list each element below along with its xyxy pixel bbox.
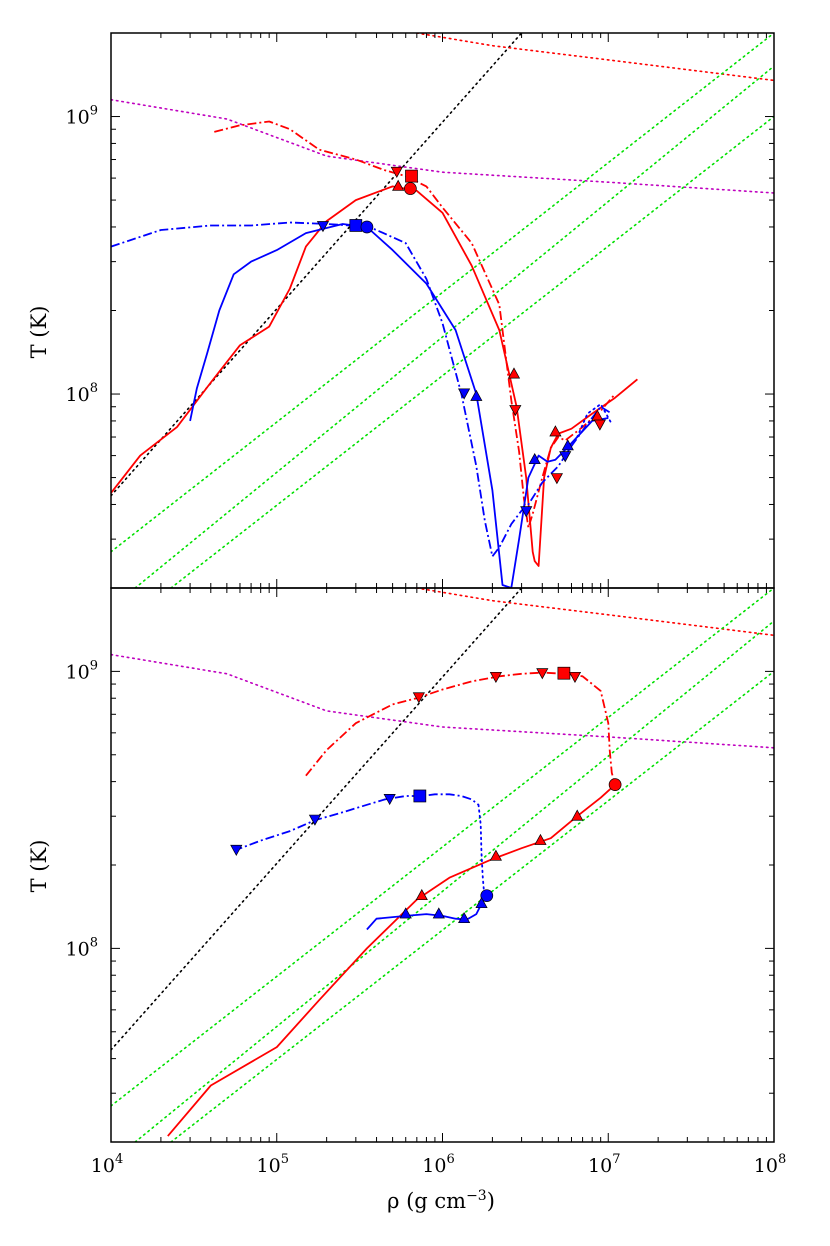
y-tick-label-exp: 9 <box>90 658 98 673</box>
marker-square-red-top <box>405 169 418 183</box>
y-tick-label-exp: 9 <box>90 104 98 119</box>
x-tick-label-base: 10 <box>588 1155 612 1177</box>
x-axis-label-close: ) <box>487 1189 495 1213</box>
reference-line-green-line-2-bottom <box>134 620 774 1142</box>
series-red-dashdot-top <box>214 120 616 529</box>
marker-triangle-up-red-top <box>549 425 562 437</box>
marker-triangle-down-blue-top <box>559 451 572 463</box>
marker-triangle-up-red-bottom <box>489 849 502 861</box>
x-tick-label-base: 10 <box>91 1155 115 1177</box>
reference-line-red-dotted-curve-top <box>416 33 774 82</box>
series-blue-dashdot-bottom <box>233 793 480 852</box>
x-axis-label-main: ρ (g cm <box>387 1189 466 1213</box>
reference-line-green-line-1-top <box>111 33 774 553</box>
marker-triangle-up-red-top <box>392 179 405 191</box>
marker-triangle-down-red-bottom <box>489 671 502 684</box>
x-axis-label: ρ (g cm−3) <box>387 1188 495 1213</box>
plot-area-top <box>111 33 774 588</box>
x-tick-label: 106 <box>422 1152 454 1177</box>
x-tick-label-exp: 5 <box>281 1152 289 1167</box>
marker-triangle-down-blue-top <box>520 506 533 518</box>
marker-triangle-down-blue-bottom <box>383 794 396 806</box>
x-tick-label-exp: 4 <box>115 1152 123 1167</box>
series-red-solid-top <box>111 185 638 567</box>
marker-triangle-up-red-bottom <box>415 888 428 901</box>
series-red-solid-bottom <box>167 784 616 1137</box>
marker-triangle-down-blue-bottom <box>308 814 322 826</box>
x-tick-label-base: 10 <box>754 1155 778 1177</box>
reference-line-degeneracy-boundary-top <box>111 33 523 497</box>
marker-triangle-down-red-bottom <box>536 668 549 680</box>
marker-triangle-up-blue-bottom <box>475 896 488 909</box>
x-tick-label-base: 10 <box>257 1155 281 1177</box>
y-tick-label-bottom: 109 <box>66 658 98 683</box>
marker-triangle-down-red-top <box>550 473 563 485</box>
y-tick-label-bottom: 108 <box>66 935 98 960</box>
marker-triangle-up-blue-top <box>528 452 541 465</box>
plot-area-bottom <box>111 588 774 1142</box>
marker-triangle-down-red-bottom <box>412 692 425 704</box>
marker-triangle-up-blue-bottom <box>432 907 445 919</box>
marker-triangle-down-red-bottom <box>568 671 582 684</box>
series-blue-dotted-bottom <box>477 803 486 901</box>
marker-triangle-down-blue-top <box>316 221 330 233</box>
x-tick-label: 108 <box>754 1152 786 1177</box>
y-tick-label-exp: 8 <box>90 935 98 950</box>
marker-triangle-down-red-top <box>390 166 403 178</box>
marker-triangle-up-blue-top <box>470 389 483 401</box>
y-axis-label-top: T (K) <box>27 306 51 359</box>
marker-circle-blue-bottom <box>480 889 494 903</box>
y-tick-label-exp: 8 <box>90 381 98 396</box>
y-tick-label-base: 10 <box>66 384 90 406</box>
marker-triangle-up-red-bottom <box>571 809 584 821</box>
marker-triangle-down-blue-top <box>458 388 471 400</box>
marker-square-blue-top <box>349 219 363 232</box>
reference-line-green-line-3-bottom <box>170 670 774 1142</box>
x-tick-label: 107 <box>588 1152 620 1177</box>
x-axis-label-exp: −3 <box>466 1188 487 1204</box>
series-red-dashdot-bottom <box>305 671 616 785</box>
reference-line-magenta-curve-top <box>111 98 774 194</box>
x-tick-label: 104 <box>91 1152 123 1177</box>
reference-line-red-dotted-curve-bottom <box>416 588 774 637</box>
reference-line-magenta-curve-bottom <box>111 653 774 749</box>
marker-triangle-down-red-top <box>593 419 606 431</box>
y-tick-label-base: 10 <box>66 107 90 129</box>
reference-line-green-line-1-bottom <box>111 588 774 1107</box>
marker-triangle-up-red-top <box>507 367 521 379</box>
y-tick-label-base: 10 <box>66 661 90 683</box>
x-tick-label-exp: 7 <box>612 1152 620 1167</box>
x-tick-label-exp: 8 <box>778 1152 786 1167</box>
y-axis-label-bottom: T (K) <box>27 840 51 893</box>
marker-circle-red-top <box>404 182 417 195</box>
marker-triangle-up-blue-top <box>561 439 574 451</box>
marker-triangle-up-blue-bottom <box>458 911 471 924</box>
reference-line-green-line-3-top <box>170 115 774 588</box>
x-tick-label-exp: 6 <box>446 1152 454 1167</box>
x-tick-label-base: 10 <box>422 1155 446 1177</box>
series-blue-dashdot-top <box>111 221 613 558</box>
marker-triangle-up-blue-bottom <box>399 907 412 919</box>
series-blue-solid-top <box>189 223 609 588</box>
marker-triangle-down-blue-bottom <box>230 844 243 856</box>
marker-square-red-bottom <box>557 666 571 680</box>
y-tick-label-top: 108 <box>66 381 98 406</box>
marker-circle-red-bottom <box>608 778 622 792</box>
x-tick-label: 105 <box>257 1152 289 1177</box>
marker-circle-blue-top <box>360 220 374 234</box>
marker-triangle-down-red-top <box>509 405 522 417</box>
marker-triangle-up-red-bottom <box>534 833 547 845</box>
series-blue-dotted-top <box>564 403 613 457</box>
y-tick-label-base: 10 <box>66 938 90 960</box>
series-blue-solid-bottom <box>366 895 488 931</box>
marker-square-blue-bottom <box>413 789 427 803</box>
y-tick-label-top: 109 <box>66 104 98 129</box>
